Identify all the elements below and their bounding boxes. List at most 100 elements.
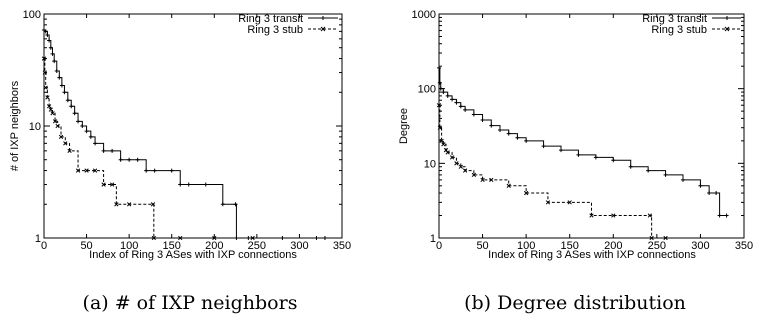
data-point-transit [593,155,598,160]
data-point-stub [647,213,653,218]
data-point-stub [55,123,60,129]
data-point-stub [250,235,255,241]
y-tick-label: 1 [430,233,436,245]
data-point-transit [437,65,441,70]
data-point-transit [489,123,494,128]
data-point-transit [135,157,140,162]
data-point-stub [48,107,53,112]
data-point-transit [220,202,225,207]
data-point-stub [58,134,64,140]
legend-marker-transit [725,16,729,20]
chart-caption: (b) Degree distribution [464,292,686,314]
data-point-stub [41,56,47,61]
legend-label-transit: Ring 3 transit [238,13,303,25]
data-point-stub [46,104,52,109]
data-point-transit [186,182,191,187]
data-point-transit [52,59,57,64]
y-tick-label: 1 [35,233,41,245]
chart-caption: (a) # of IXP neighbors [83,292,298,314]
data-point-stub [75,168,81,173]
data-point-transit [50,51,55,56]
data-point-stub [523,190,529,196]
data-point-stub [42,70,48,75]
y-tick-label: 100 [23,9,41,21]
data-point-transit [101,148,106,153]
data-point-transit [698,183,703,188]
data-point-stub [439,138,444,144]
data-point-stub [436,103,442,108]
series-lines [436,65,729,241]
data-point-stub [471,172,477,178]
data-point-stub [212,235,217,241]
x-tick-label: 300 [290,240,308,252]
y-axis-label: # of IXP neighbors [9,80,21,171]
legend: Ring 3 transit Ring 3 stub [238,13,338,36]
plot-frame [438,13,745,239]
data-point-transit [57,75,62,80]
data-point-transit [280,236,285,240]
data-point-transit [714,191,719,196]
data-point-transit [84,129,89,134]
legend-label-stub: Ring 3 stub [651,24,707,36]
y-axis-ticks: 1 10 100 [23,9,342,245]
data-point-transit [471,112,476,117]
data-point-transit [314,236,319,240]
x-tick-label: 150 [561,240,579,252]
data-point-transit [127,157,132,162]
data-point-stub [437,125,443,130]
x-tick-label: 50 [476,240,488,252]
data-point-stub [441,142,446,147]
y-tick-label: 10 [424,158,436,170]
chart-panel-ixp-neighbors: 0 50 100 150 200 250 300 350 1 10 100 Index of Ri… [9,9,351,314]
y-tick-label: 10 [29,121,41,133]
data-point-stub [150,202,156,207]
legend-marker-stub [724,26,730,32]
data-point-transit [233,202,238,207]
data-point-transit [54,68,59,73]
legend-marker-transit [321,16,325,20]
x-tick-label: 0 [436,240,442,252]
data-point-transit [48,45,53,50]
data-point-transit [454,100,459,105]
data-point-transit [450,97,455,102]
x-tick-label: 150 [163,240,181,252]
x-tick-label: 0 [41,240,47,252]
data-point-transit [559,148,563,153]
data-point-transit [144,168,149,173]
data-point-stub [458,164,463,169]
data-point-transit [458,104,463,109]
data-point-transit [681,177,685,182]
data-point-stub [52,119,58,124]
data-point-stub [567,200,572,205]
data-point-transit [707,191,712,196]
data-point-transit [118,157,123,162]
data-point-transit [437,80,442,85]
legend: Ring 3 transit Ring 3 stub [642,13,741,36]
data-point-transit [541,144,546,149]
data-point-transit [80,124,85,128]
data-point-transit [463,107,468,112]
x-tick-label: 350 [333,240,351,252]
data-point-stub [649,235,654,241]
data-point-stub [109,182,115,187]
data-point-stub [589,213,594,218]
x-tick-label: 100 [120,240,138,252]
data-point-stub [43,85,48,90]
data-point-stub [126,202,132,207]
data-point-stub [114,202,119,207]
data-point-transit [576,152,581,157]
data-point-stub [92,168,98,173]
data-point-transit [515,135,520,140]
data-point-transit [45,32,50,37]
data-point-transit [59,83,64,88]
data-point-transit [69,104,74,109]
x-tick-label: 200 [604,240,622,252]
data-point-stub [45,95,50,100]
y-axis-label: Degree [398,108,410,144]
data-point-transit [110,148,115,153]
x-axis-ticks: 0 50 100 150 200 250 300 350 [436,14,753,252]
data-point-stub [67,148,72,154]
data-point-transit [88,134,93,139]
y-axis-ticks: 1 10 100 1000 [412,9,744,245]
